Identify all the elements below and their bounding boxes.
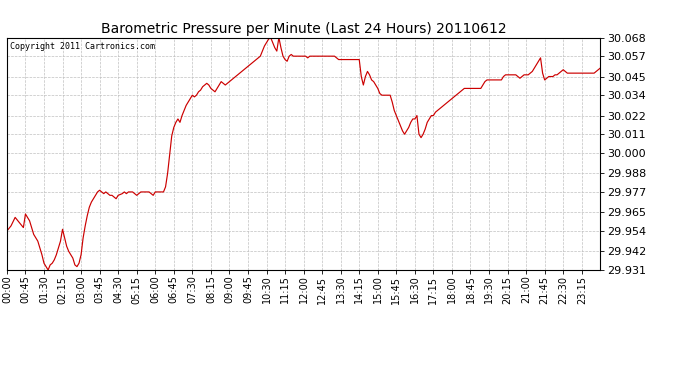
Title: Barometric Pressure per Minute (Last 24 Hours) 20110612: Barometric Pressure per Minute (Last 24 … — [101, 22, 506, 36]
Text: Copyright 2011 Cartronics.com: Copyright 2011 Cartronics.com — [10, 42, 155, 51]
